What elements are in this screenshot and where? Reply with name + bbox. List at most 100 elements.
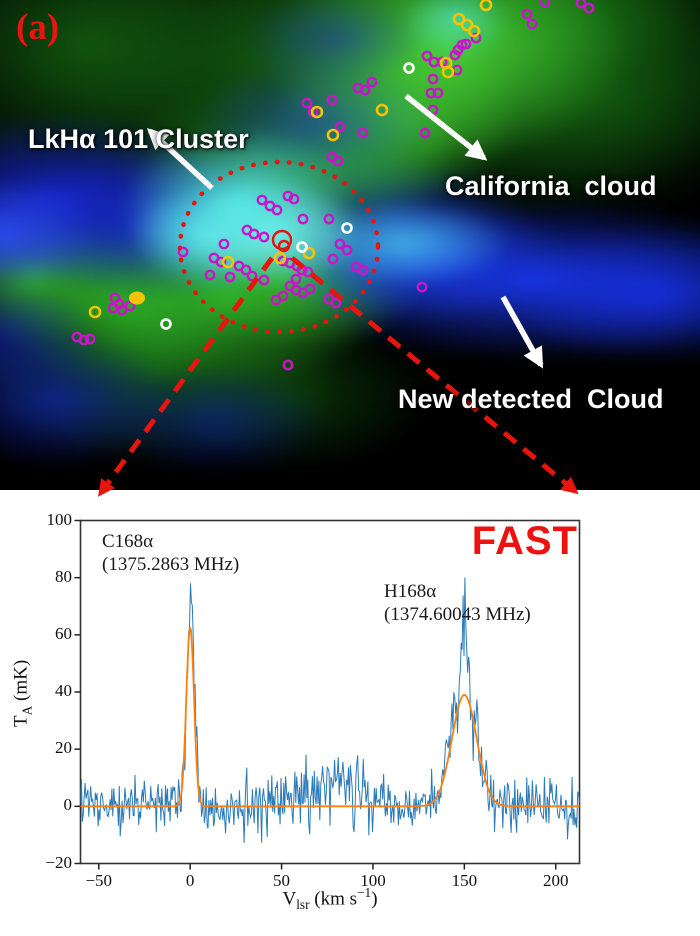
magenta-source-marker bbox=[304, 283, 316, 295]
magenta-source-marker bbox=[470, 32, 482, 44]
magenta-source-marker bbox=[248, 228, 260, 240]
magenta-source-marker bbox=[290, 273, 302, 285]
new-detected-cloud-label: New detected Cloud bbox=[398, 384, 664, 414]
c168a-line-freq: (1375.2863 MHz) bbox=[102, 554, 240, 576]
x-axis-label-symbol: V bbox=[282, 888, 297, 910]
magenta-source-marker bbox=[177, 246, 189, 258]
connector-dashed-arrow-right bbox=[290, 256, 579, 495]
star-markers bbox=[71, 0, 595, 371]
magenta-source-marker bbox=[583, 2, 595, 14]
magenta-source-marker bbox=[301, 97, 313, 109]
magenta-source-marker bbox=[326, 94, 338, 106]
magenta-source-marker bbox=[288, 193, 300, 205]
magenta-source-marker bbox=[425, 87, 437, 99]
x-tick-label: 0 bbox=[185, 871, 195, 890]
y-tick-label: 80 bbox=[55, 566, 72, 586]
x-axis-label-subscript: lsr bbox=[296, 897, 310, 913]
yellow-filled-source-marker bbox=[129, 291, 145, 305]
california-arrow bbox=[404, 93, 488, 161]
y-tick-label: 100 bbox=[46, 509, 73, 529]
y-axis-label-subscript: A bbox=[19, 705, 35, 716]
yellow-source-marker bbox=[375, 103, 389, 117]
new-cloud-arrow bbox=[500, 295, 544, 369]
magenta-source-marker bbox=[258, 231, 270, 243]
fast-instrument-label: FAST bbox=[471, 519, 578, 563]
cluster-label: LkHα 101 Cluster bbox=[28, 124, 249, 154]
magenta-source-marker bbox=[218, 238, 230, 250]
magenta-source-marker bbox=[270, 294, 282, 306]
white-source-marker bbox=[341, 222, 353, 234]
x-tick-label: 200 bbox=[542, 871, 569, 890]
yellow-source-marker bbox=[326, 128, 340, 142]
magenta-source-marker bbox=[323, 213, 335, 225]
magenta-source-marker bbox=[539, 0, 551, 8]
x-axis-label-unit-close: ) bbox=[371, 888, 378, 910]
yellow-source-marker bbox=[310, 105, 324, 119]
y-tick-label: 60 bbox=[55, 623, 72, 643]
magenta-source-marker bbox=[427, 73, 439, 85]
magenta-source-marker bbox=[302, 266, 314, 278]
nebula-clouds bbox=[0, 0, 700, 490]
yellow-source-marker bbox=[479, 0, 493, 12]
magenta-source-marker bbox=[419, 127, 431, 139]
x-axis-label: Vlsr (km s−1) bbox=[230, 885, 430, 913]
magenta-source-marker bbox=[521, 8, 533, 20]
magenta-source-marker bbox=[357, 127, 369, 139]
magenta-source-marker bbox=[575, 0, 587, 9]
magenta-source-marker bbox=[359, 84, 371, 96]
magenta-source-marker bbox=[357, 264, 369, 276]
magenta-source-marker bbox=[366, 76, 378, 88]
spectrum-data bbox=[80, 577, 580, 843]
yellow-source-marker bbox=[221, 255, 235, 269]
magenta-source-marker bbox=[271, 204, 283, 216]
pointing-center-outer-circle bbox=[271, 229, 293, 251]
connector-dashed-arrow-left bbox=[97, 256, 275, 497]
magenta-source-marker bbox=[449, 49, 461, 61]
x-tick-label: 100 bbox=[360, 871, 386, 890]
magenta-source-marker bbox=[78, 334, 90, 346]
white-source-marker bbox=[403, 62, 415, 74]
h168a-annotation: H168α (1374.60043 MHz) bbox=[384, 580, 531, 626]
y-tick-label: 20 bbox=[55, 738, 72, 758]
magenta-source-marker bbox=[84, 333, 96, 345]
magenta-source-marker bbox=[246, 270, 258, 282]
axis-ticks bbox=[74, 519, 557, 870]
c168a-annotation: C168α (1375.2863 MHz) bbox=[102, 530, 239, 576]
magenta-source-marker bbox=[224, 271, 236, 283]
magenta-source-marker bbox=[330, 297, 342, 309]
yellow-source-marker bbox=[452, 12, 466, 26]
magenta-source-marker bbox=[341, 244, 353, 256]
gaussian-fit-line bbox=[80, 626, 580, 808]
magenta-source-marker bbox=[421, 50, 433, 62]
magenta-source-marker bbox=[215, 256, 227, 268]
magenta-source-marker bbox=[416, 281, 428, 293]
x-axis-label-superscript: −1 bbox=[357, 885, 372, 900]
magenta-source-marker bbox=[334, 238, 346, 250]
white-source-marker bbox=[296, 241, 308, 253]
y-tick-label: 0 bbox=[63, 795, 73, 815]
pointing-center-inner-circle bbox=[277, 239, 291, 253]
magenta-source-marker bbox=[124, 300, 136, 312]
yellow-source-marker bbox=[273, 251, 287, 265]
y-axis-label-symbol: T bbox=[10, 715, 32, 727]
x-tick-label: 50 bbox=[273, 871, 291, 890]
yellow-source-marker bbox=[88, 305, 102, 319]
y-tick-label: 40 bbox=[55, 681, 72, 700]
white-source-marker bbox=[160, 318, 172, 330]
magenta-source-marker bbox=[334, 121, 346, 133]
magenta-source-marker bbox=[116, 304, 128, 316]
h168a-line-freq: (1374.60043 MHz) bbox=[384, 604, 531, 626]
x-tick-label: −50 bbox=[85, 871, 113, 890]
magenta-source-marker bbox=[332, 155, 344, 167]
magenta-source-marker bbox=[432, 87, 444, 99]
california-cloud-label: California cloud bbox=[445, 171, 657, 201]
yellow-source-marker bbox=[467, 24, 481, 38]
magenta-source-marker bbox=[297, 213, 309, 225]
panel-label: (a) bbox=[16, 7, 60, 48]
magenta-source-marker bbox=[526, 18, 538, 30]
c168a-line-name: C168α bbox=[102, 531, 154, 552]
magenta-source-marker bbox=[282, 359, 294, 371]
x-axis-label-unit: (km s bbox=[309, 888, 358, 910]
